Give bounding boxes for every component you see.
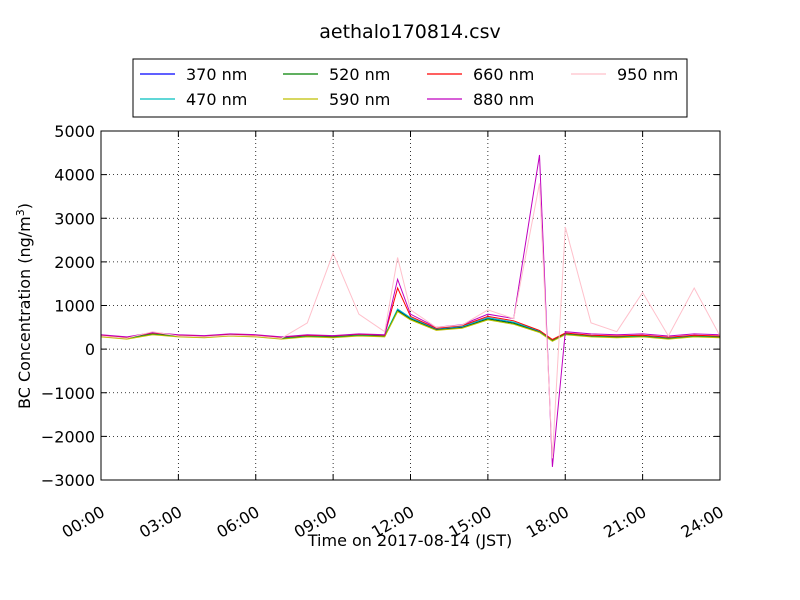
series-line-590-nm (100, 310, 721, 342)
y-tick-label: −1000 (41, 384, 95, 403)
y-tick-label: 4000 (54, 166, 95, 185)
legend-label: 880 nm (473, 90, 534, 109)
x-axis-label: Time on 2017-08-14 (JST) (307, 531, 512, 550)
y-tick-label: 2000 (54, 253, 95, 272)
plot-area (101, 131, 720, 480)
legend-label: 520 nm (329, 65, 390, 84)
legend-label: 950 nm (617, 65, 678, 84)
y-tick-label: 1000 (54, 297, 95, 316)
y-axis: −3000 −2000 −1000 0 1000 2000 3000 4000 5000 (41, 122, 720, 490)
y-axis-label-main: BC Concentration (ng/m (15, 216, 34, 409)
y-tick-label: −3000 (41, 471, 95, 490)
y-tick-label: 3000 (54, 209, 95, 228)
legend: 370 nm 470 nm 520 nm 590 nm 660 nm 880 nm 950 … (132, 58, 688, 118)
y-axis-label: BC Concentration (ng/m3) (14, 203, 34, 409)
legend-label: 590 nm (329, 90, 390, 109)
legend-label: 370 nm (186, 65, 247, 84)
y-axis-label-tail: ) (15, 203, 34, 209)
series-line-950-nm (100, 183, 721, 459)
y-axis-label-superscript: 3 (14, 209, 27, 216)
y-tick-label: −2000 (41, 427, 95, 446)
legend-label: 660 nm (473, 65, 534, 84)
series-layer (100, 154, 721, 467)
legend-box (132, 58, 688, 118)
legend-label: 470 nm (186, 90, 247, 109)
y-tick-label: 5000 (54, 122, 95, 141)
y-tick-label: 0 (85, 340, 95, 359)
series-line-880-nm (100, 154, 721, 467)
chart-title: aethalo170814.csv (319, 21, 501, 43)
